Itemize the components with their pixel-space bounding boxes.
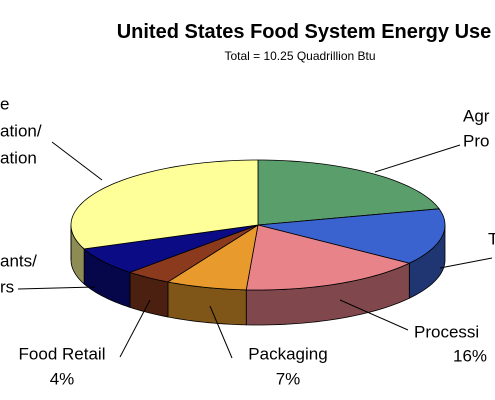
slice — [257, 208, 446, 264]
slice-label: ation — [0, 148, 37, 167]
value-label: 16% — [453, 346, 487, 365]
slice-label: e — [0, 94, 9, 113]
leader-line — [339, 299, 409, 331]
slice-label: T — [488, 229, 495, 248]
slice — [245, 224, 411, 291]
leader-line — [439, 257, 493, 269]
slice-label: Pro — [463, 131, 489, 150]
leader-line — [51, 141, 103, 181]
slice — [128, 224, 259, 283]
slice-label: Food Retail — [19, 344, 106, 363]
slice-label: rs — [0, 277, 14, 296]
leader-line — [17, 286, 96, 290]
leader-line — [209, 305, 233, 359]
slice — [83, 224, 259, 273]
chart-subtitle: Total = 10.25 Quadrillion Btu — [224, 49, 375, 63]
slice — [70, 159, 259, 250]
leader-line — [374, 144, 461, 173]
slice-label: Processi — [414, 322, 479, 341]
value-label: 4% — [50, 369, 75, 388]
chart-title: United States Food System Energy Use — [117, 21, 492, 43]
slice-label: Agr — [463, 106, 490, 125]
slice-label: ants/ — [0, 251, 37, 270]
slice — [166, 224, 259, 291]
slice — [257, 159, 440, 226]
value-label: 7% — [276, 369, 301, 388]
leader-line — [119, 299, 151, 358]
slice-label: ation/ — [0, 121, 42, 140]
slice-label: Packaging — [248, 344, 327, 363]
